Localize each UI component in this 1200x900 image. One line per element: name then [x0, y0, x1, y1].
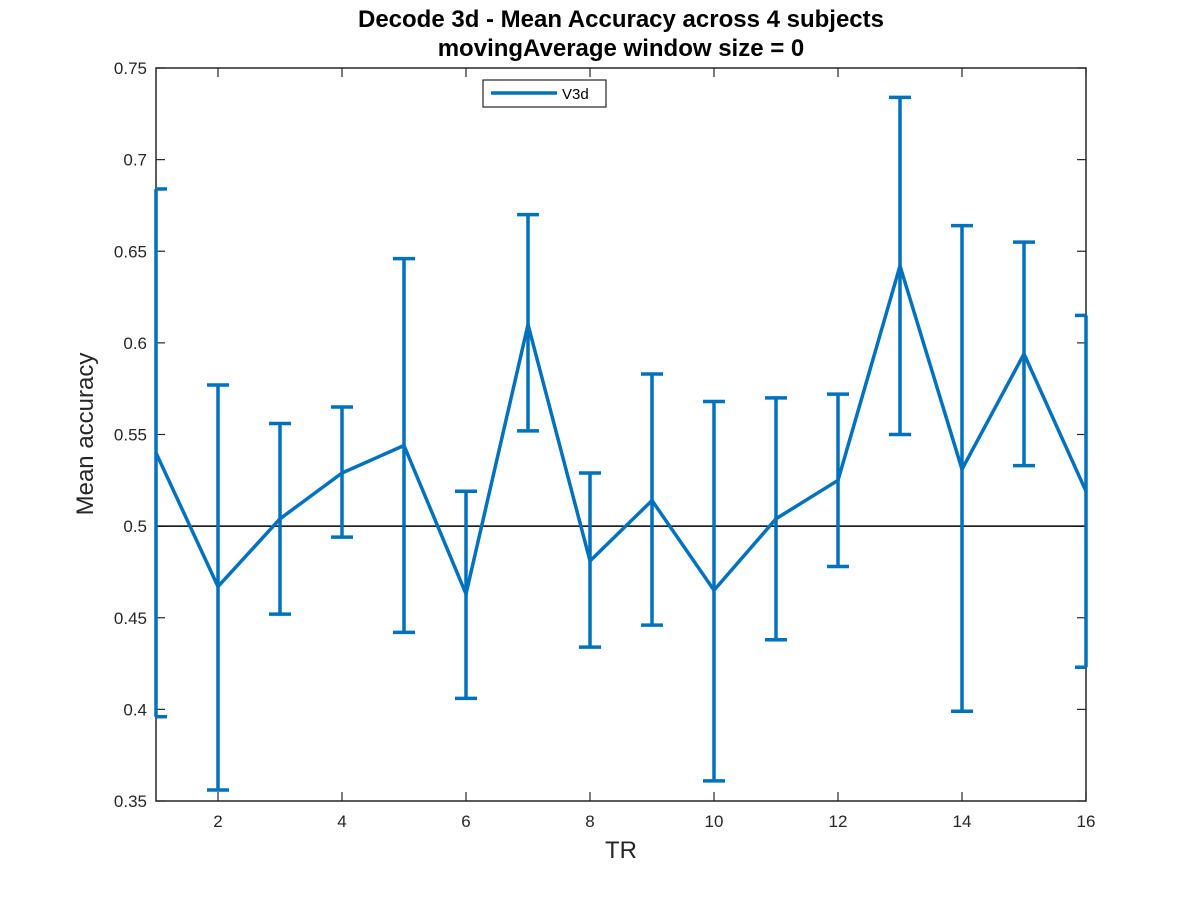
chart-title: Decode 3d - Mean Accuracy across 4 subje…: [358, 6, 884, 33]
y-tick-label: 0.4: [123, 700, 147, 719]
x-tick-label: 10: [705, 812, 724, 831]
x-tick-label: 16: [1077, 812, 1096, 831]
legend-label-v3d: V3d: [562, 86, 589, 103]
plot-area: [155, 67, 1087, 802]
series-lines: [154, 264, 1088, 596]
y-tick-label: 0.75: [114, 59, 147, 78]
x-axis-label: TR: [605, 837, 637, 864]
chart-subtitle: movingAverage window size = 0: [438, 35, 805, 62]
y-axis-label: Mean accuracy: [72, 353, 99, 516]
y-tick-label: 0.6: [123, 334, 147, 353]
y-tick-label: 0.35: [114, 792, 147, 811]
y-tick-label: 0.65: [114, 242, 147, 261]
y-tick-label: 0.55: [114, 426, 147, 445]
ticks: 2 4 6 8 10 12 14 16 0.35 0.4 0.45 0.5 0.55 0.6 0.65 0.7…: [114, 59, 1096, 831]
series-line-v3d: [154, 264, 1088, 596]
x-tick-label: 14: [953, 812, 972, 831]
x-tick-label: 2: [213, 812, 222, 831]
x-tick-label: 6: [461, 812, 470, 831]
y-tick-label: 0.5: [123, 517, 147, 536]
legend: V3d: [482, 79, 607, 108]
x-tick-label: 12: [829, 812, 848, 831]
y-tick-label: 0.7: [123, 151, 147, 170]
x-tick-label: 8: [585, 812, 594, 831]
x-tick-label: 4: [337, 812, 346, 831]
y-tick-label: 0.45: [114, 609, 147, 628]
